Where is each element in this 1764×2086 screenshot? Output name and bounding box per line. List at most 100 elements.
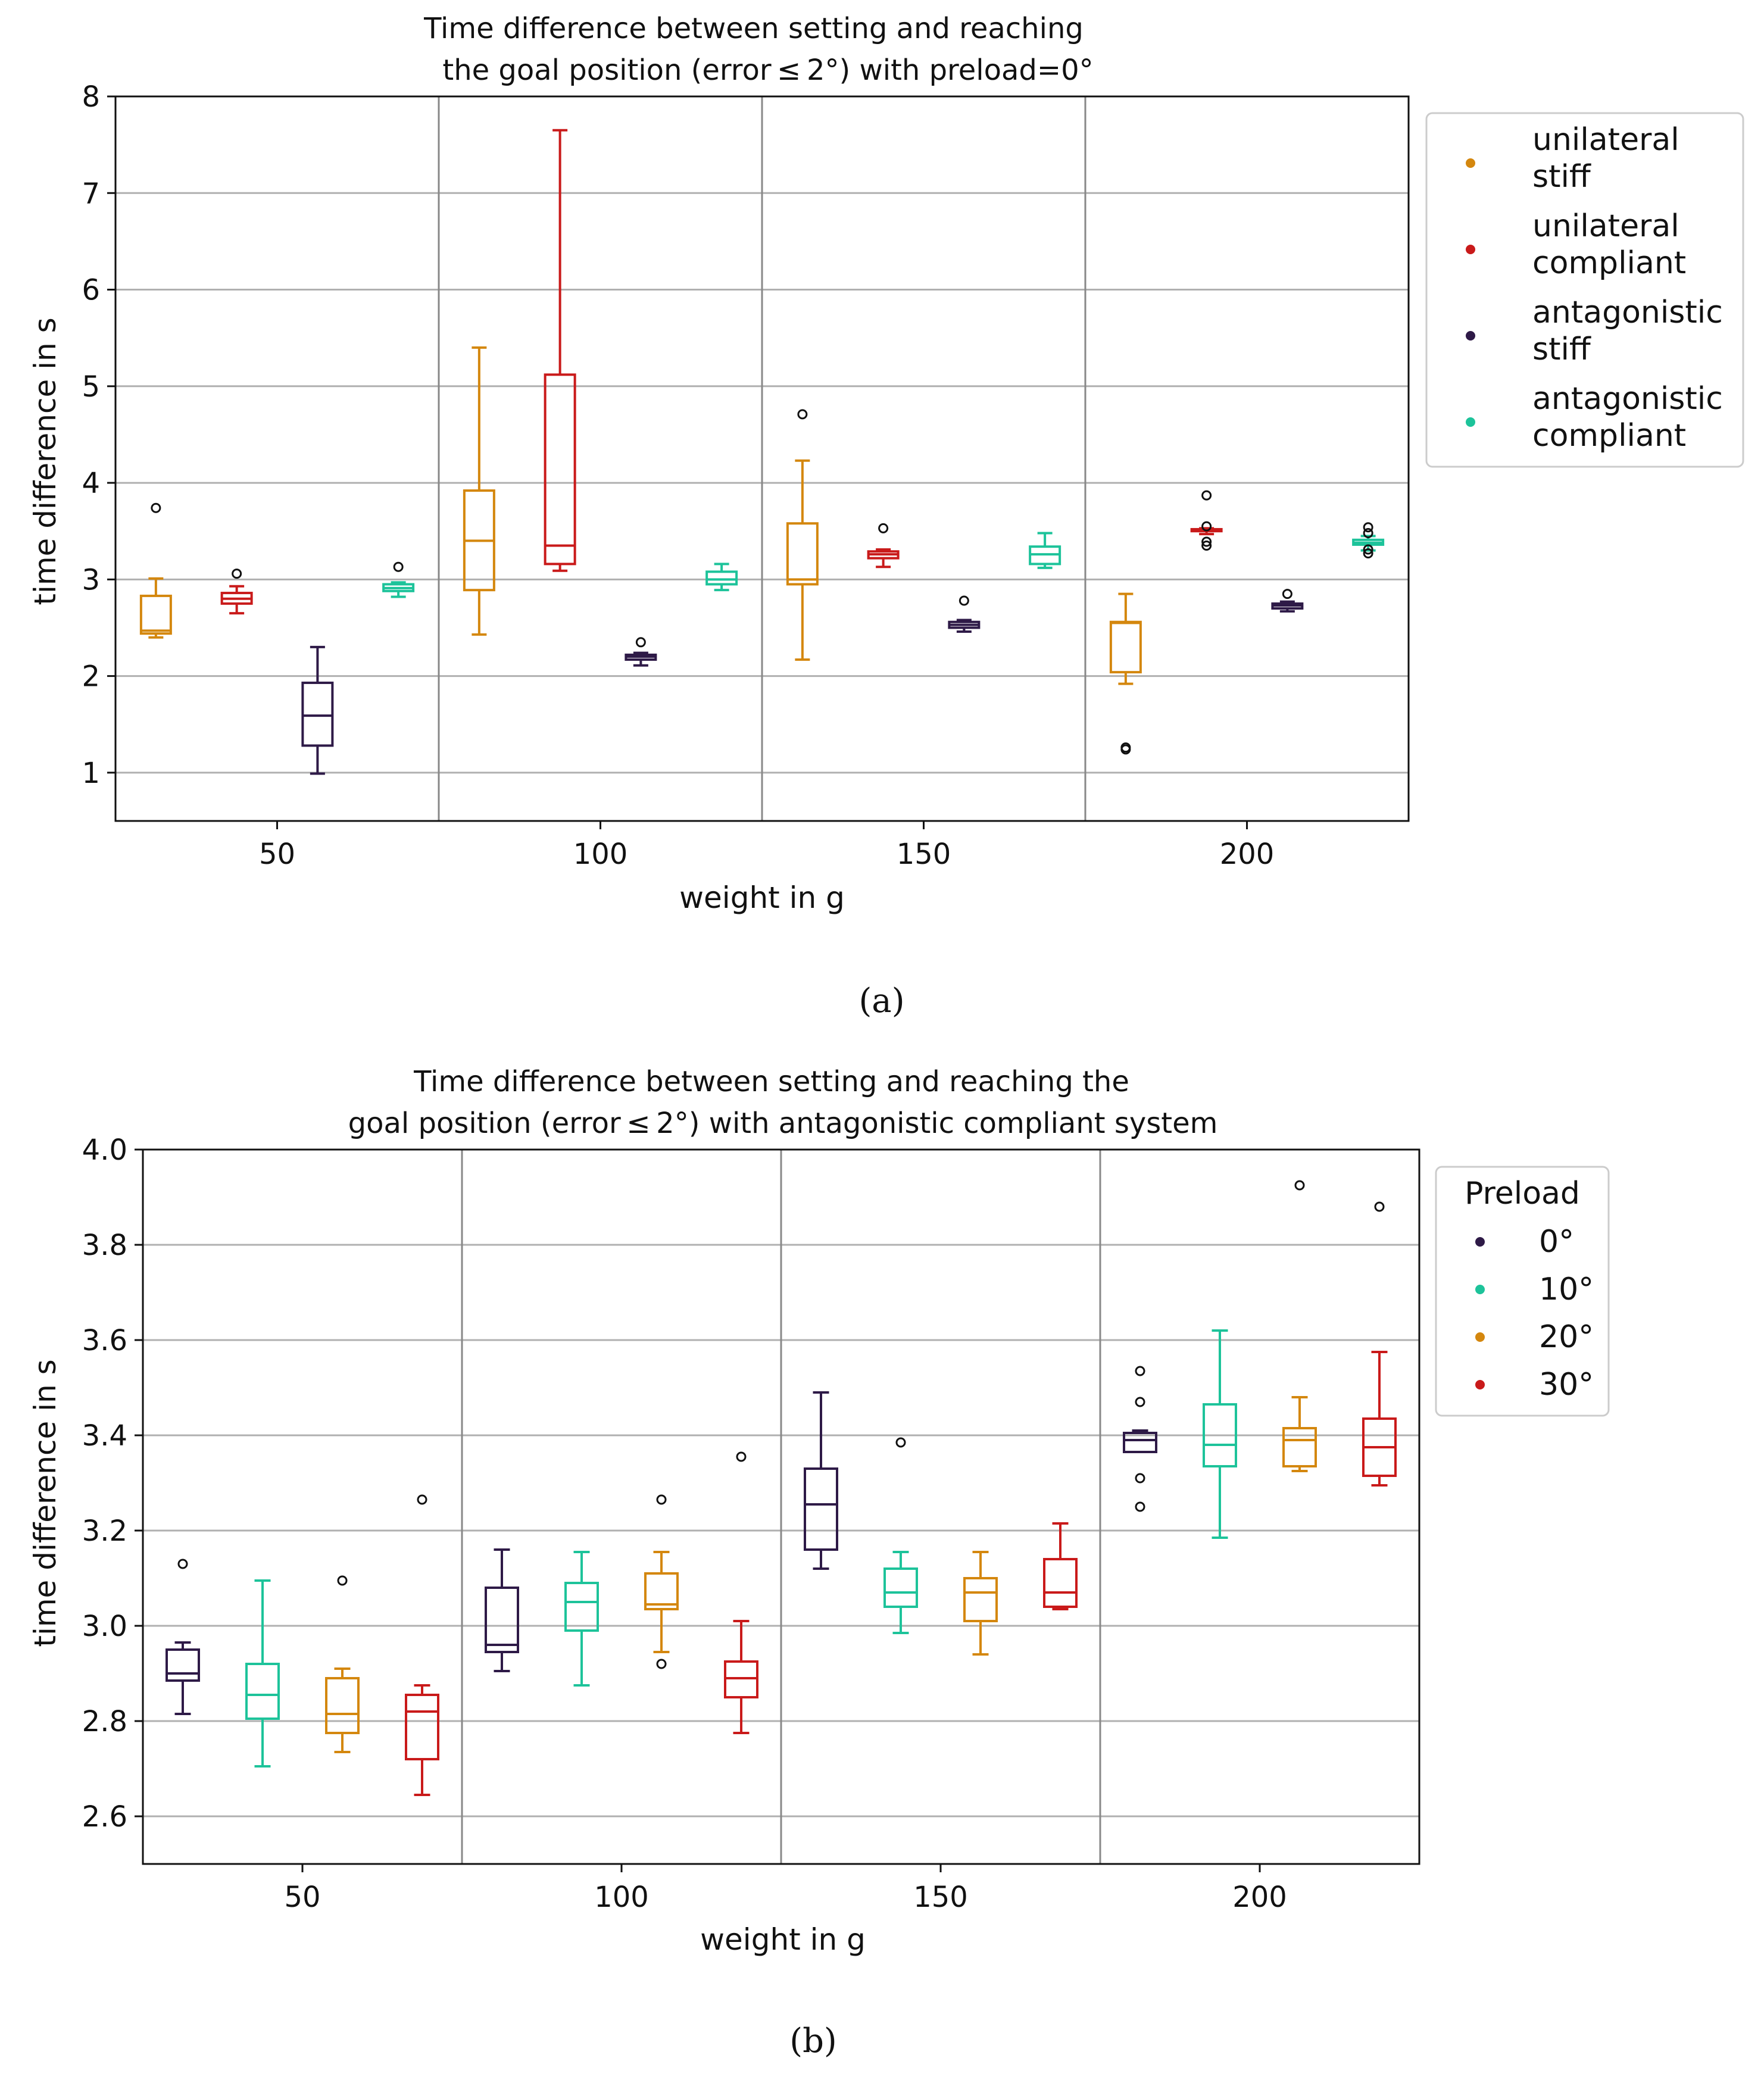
legend-a-label-0-line2: stiff	[1532, 159, 1591, 195]
outlier-s2-c3-0	[1282, 589, 1292, 599]
outlier-s1-c2-0	[895, 1437, 906, 1448]
outlier-s3-c0-0	[393, 561, 404, 572]
box-s0-c3	[1109, 620, 1142, 674]
legend-b-label-3: 30°	[1539, 1367, 1594, 1403]
legend-b-marker-3	[1475, 1380, 1485, 1389]
box-s2-c3	[1282, 1427, 1317, 1467]
y-tick-label-5: 3.6	[82, 1324, 127, 1357]
outlier-s0-c0-0	[177, 1559, 188, 1569]
y-tick-label-7: 4.0	[82, 1133, 127, 1167]
box-s1-c1	[564, 1582, 599, 1632]
outlier-s3-c3-0	[1363, 548, 1373, 559]
chart-b-ylabel: time difference in s	[28, 1359, 63, 1647]
outlier-s0-c3-0	[1135, 1501, 1145, 1512]
outlier-s1-c3-0	[1201, 541, 1212, 551]
legend-b-label-1: 10°	[1539, 1272, 1594, 1307]
legend-a-label-2-line2: stiff	[1532, 332, 1591, 367]
y-tick-label-0: 2.6	[82, 1800, 127, 1834]
outlier-s2-c3-0	[1294, 1180, 1305, 1191]
chart-a-legend: unilateral stiff unilateral compliant an…	[1425, 112, 1744, 468]
y-tick-label-3: 3.2	[82, 1514, 127, 1548]
legend-a-label-1-line2: compliant	[1532, 245, 1686, 281]
panel-a: Time difference between setting and reac…	[28, 12, 1744, 1020]
outlier-s0-c0-0	[151, 502, 161, 513]
outlier-s3-c3-3	[1363, 522, 1373, 533]
x-tick-label-3: 200	[1232, 1881, 1287, 1914]
axes-frame	[142, 1148, 1420, 1865]
box-s0-c3	[1123, 1432, 1157, 1453]
box-s3-c2	[1043, 1558, 1078, 1608]
chart-a-xlabel: weight in g	[679, 880, 845, 915]
outlier-s3-c3-1	[1363, 544, 1373, 555]
box-s0-c0	[139, 594, 172, 635]
box-s0-c2	[786, 522, 819, 586]
y-tick-label-6: 3.8	[82, 1229, 127, 1262]
legend-b-label-2: 20°	[1539, 1319, 1594, 1355]
box-s3-c1	[705, 570, 738, 586]
outlier-s0-c2-0	[797, 409, 808, 420]
legend-b-marker-1	[1475, 1285, 1485, 1294]
y-tick-label-2: 3	[82, 563, 100, 597]
outlier-s2-c1-0	[656, 1659, 667, 1669]
chart-b-title-line1: Time difference between setting and reac…	[413, 1065, 1129, 1098]
box-s0-c0	[166, 1648, 200, 1682]
chart-b-title-line2: goal position (error ≤ 2°) with antagoni…	[348, 1107, 1218, 1140]
outlier-s0-c3-2	[1135, 1397, 1145, 1407]
outlier-s1-c3-2	[1201, 521, 1212, 532]
legend-b-label-0: 0°	[1539, 1224, 1574, 1260]
legend-b-marker-0	[1475, 1237, 1485, 1247]
outlier-s1-c3-1	[1201, 536, 1212, 547]
outlier-s3-c0-0	[417, 1494, 427, 1505]
outlier-s2-c1-0	[635, 637, 646, 648]
axes-frame	[114, 95, 1410, 822]
outlier-s3-c3-0	[1374, 1201, 1385, 1212]
legend-a-label-3-line1: antagonistic	[1532, 381, 1723, 417]
box-s2-c2	[963, 1577, 998, 1622]
outlier-s1-c0-0	[232, 569, 242, 579]
x-tick-label-1: 100	[573, 838, 628, 871]
box-s3-c0	[405, 1694, 439, 1760]
box-s1-c1	[544, 373, 576, 566]
legend-a-marker-0	[1466, 158, 1475, 168]
y-tick-label-2: 3.0	[82, 1610, 127, 1643]
outlier-s0-c3-3	[1135, 1366, 1145, 1376]
outlier-s0-c3-1	[1135, 1473, 1145, 1484]
x-tick-label-3: 200	[1220, 838, 1275, 871]
legend-a-label-3-line2: compliant	[1532, 418, 1686, 454]
chart-b-legend-frame	[1435, 1166, 1610, 1417]
box-s1-c0	[245, 1663, 280, 1720]
outlier-s2-c1-1	[656, 1494, 667, 1505]
legend-a-marker-1	[1466, 245, 1475, 254]
outlier-s3-c3-2	[1363, 527, 1373, 538]
y-tick-label-5: 6	[82, 274, 100, 307]
panel-b: Time difference between setting and reac…	[28, 1065, 1610, 2060]
legend-a-label-2-line1: antagonistic	[1532, 295, 1723, 330]
caption-b: (b)	[789, 2022, 837, 2060]
outlier-s1-c3-3	[1201, 490, 1212, 501]
chart-b-xlabel: weight in g	[700, 1922, 866, 1957]
legend-a-marker-2	[1466, 331, 1475, 341]
box-s0-c2	[804, 1467, 838, 1551]
y-tick-label-4: 3.4	[82, 1419, 127, 1453]
y-tick-label-3: 4	[82, 467, 100, 500]
box-s1-c3	[1203, 1403, 1237, 1467]
outlier-s3-c1-0	[736, 1451, 747, 1462]
box-s2-c0	[325, 1677, 360, 1734]
x-tick-label-0: 50	[259, 838, 295, 871]
legend-a-label-0-line1: unilateral	[1532, 122, 1679, 158]
outlier-s0-c3-1	[1120, 742, 1131, 753]
legend-a-marker-3	[1466, 417, 1475, 427]
chart-a-legend-frame	[1425, 112, 1744, 468]
x-tick-label-2: 150	[913, 1881, 968, 1914]
y-tick-label-0: 1	[82, 757, 100, 790]
chart-a-title-line2: the goal position (error ≤ 2°) with prel…	[442, 54, 1093, 87]
x-tick-label-1: 100	[594, 1881, 649, 1914]
legend-a-label-1-line1: unilateral	[1532, 208, 1679, 244]
box-s2-c0	[301, 681, 334, 747]
outlier-s2-c0-0	[337, 1575, 348, 1586]
y-tick-label-4: 5	[82, 370, 100, 404]
legend-b-marker-2	[1475, 1332, 1485, 1342]
chart-a-plot: 1 2 3 4 5 6 7 8 50 100 150 200	[82, 80, 1410, 871]
box-s1-c2	[883, 1567, 918, 1608]
